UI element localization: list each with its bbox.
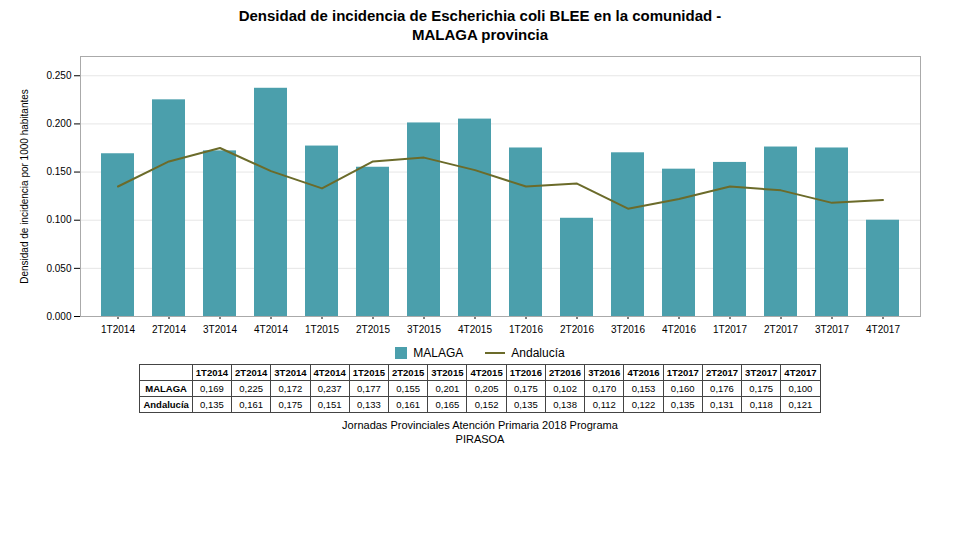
svg-text:4T2017: 4T2017 xyxy=(866,324,900,335)
html-text:0,135: 0,135 xyxy=(200,399,224,410)
html-text:3T2015: 3T2015 xyxy=(431,367,464,378)
svg-text:1T2014: 1T2014 xyxy=(101,324,135,335)
html-text:0,161: 0,161 xyxy=(239,399,264,410)
html-text:0,160: 0,160 xyxy=(670,383,695,394)
svg-text:2T2016: 2T2016 xyxy=(560,324,594,335)
html-text:3T2016: 3T2016 xyxy=(588,367,621,378)
html-text:0,205: 0,205 xyxy=(474,383,499,394)
html-text:1T2016: 1T2016 xyxy=(509,367,542,378)
svg-text:3T2017: 3T2017 xyxy=(815,324,849,335)
html-text:0,135: 0,135 xyxy=(513,399,538,410)
html-text:0,175: 0,175 xyxy=(513,383,538,394)
html-text:0,165: 0,165 xyxy=(435,399,460,410)
html-text:1T2015: 1T2015 xyxy=(352,367,385,378)
html-text:0,118: 0,118 xyxy=(749,399,773,410)
html-text:3T2014: 3T2014 xyxy=(274,367,307,378)
svg-text:2T2015: 2T2015 xyxy=(356,324,390,335)
svg-text:0.150: 0.150 xyxy=(46,166,71,177)
html-text:0,172: 0,172 xyxy=(278,383,303,394)
html-text:PIRASOA: PIRASOA xyxy=(455,433,505,445)
svg-text:1T2016: 1T2016 xyxy=(509,324,543,335)
html-text:0,175: 0,175 xyxy=(749,383,774,394)
svg-text:3T2015: 3T2015 xyxy=(407,324,441,335)
html-text:0,237: 0,237 xyxy=(317,383,342,394)
html-text:2T2017: 2T2017 xyxy=(705,367,739,378)
html-text:0,170: 0,170 xyxy=(592,383,617,394)
html-text:0,100: 0,100 xyxy=(788,383,813,394)
html-text:0,131: 0,131 xyxy=(710,399,734,410)
html-text:0,161: 0,161 xyxy=(396,399,420,410)
html-text:0,138: 0,138 xyxy=(553,399,577,410)
svg-text:Densidad de incidencia por 100: Densidad de incidencia por 1000 habitant… xyxy=(19,89,30,284)
html-text:0,177: 0,177 xyxy=(357,383,381,394)
html-text:Andalucía: Andalucía xyxy=(511,346,565,360)
html-text:0,112: 0,112 xyxy=(592,399,616,410)
html-text:0,151: 0,151 xyxy=(317,399,342,410)
html-text:0,133: 0,133 xyxy=(357,399,381,410)
html-text:MALAGA: MALAGA xyxy=(413,346,464,360)
svg-text:0.100: 0.100 xyxy=(46,214,71,225)
svg-text:0.000: 0.000 xyxy=(46,311,71,322)
html-text:0,135: 0,135 xyxy=(670,399,695,410)
svg-text:4T2015: 4T2015 xyxy=(458,324,492,335)
html-text:1T2014: 1T2014 xyxy=(195,367,229,378)
svg-text:2T2014: 2T2014 xyxy=(152,324,186,335)
html-text:Jornadas Provinciales Atención: Jornadas Provinciales Atención Primaria … xyxy=(342,419,618,431)
svg-text:1T2015: 1T2015 xyxy=(305,324,339,335)
svg-text:1T2017: 1T2017 xyxy=(713,324,747,335)
html-text:2T2015: 2T2015 xyxy=(392,367,425,378)
svg-text:4T2016: 4T2016 xyxy=(662,324,696,335)
svg-text:4T2014: 4T2014 xyxy=(254,324,288,335)
html-text:0,225: 0,225 xyxy=(239,383,264,394)
html-text:MALAGA: MALAGA xyxy=(145,383,187,394)
html-text:Densidad de incidencia de Esch: Densidad de incidencia de Escherichia co… xyxy=(238,7,722,24)
svg-text:0.050: 0.050 xyxy=(46,263,71,274)
html-text:0,102: 0,102 xyxy=(553,383,577,394)
html-text:0,153: 0,153 xyxy=(631,383,656,394)
svg-text:2T2017: 2T2017 xyxy=(764,324,798,335)
html-text:3T2017: 3T2017 xyxy=(745,367,778,378)
html-text:0,176: 0,176 xyxy=(710,383,734,394)
html-text:2T2016: 2T2016 xyxy=(548,367,582,378)
svg-text:0.250: 0.250 xyxy=(46,70,71,81)
html-text:4T2014: 4T2014 xyxy=(313,367,346,378)
html-text:0,121: 0,121 xyxy=(788,399,813,410)
svg-text:3T2014: 3T2014 xyxy=(203,324,237,335)
html-text:0,201: 0,201 xyxy=(435,383,460,394)
html-text:1T2017: 1T2017 xyxy=(666,367,699,378)
html-text:4T2015: 4T2015 xyxy=(470,367,503,378)
html-text:0,122: 0,122 xyxy=(631,399,656,410)
html-text:Andalucía: Andalucía xyxy=(143,399,189,410)
html-text:0,155: 0,155 xyxy=(396,383,420,394)
html-text:0,152: 0,152 xyxy=(474,399,499,410)
html-text:4T2017: 4T2017 xyxy=(784,367,817,378)
svg-text:3T2016: 3T2016 xyxy=(611,324,645,335)
html-text:MALAGA provincia: MALAGA provincia xyxy=(411,26,549,43)
html-text:4T2016: 4T2016 xyxy=(627,367,660,378)
html-text:2T2014: 2T2014 xyxy=(235,367,268,378)
html-text:0,169: 0,169 xyxy=(200,383,224,394)
html-text:0,175: 0,175 xyxy=(278,399,303,410)
svg-text:0.200: 0.200 xyxy=(46,118,71,129)
